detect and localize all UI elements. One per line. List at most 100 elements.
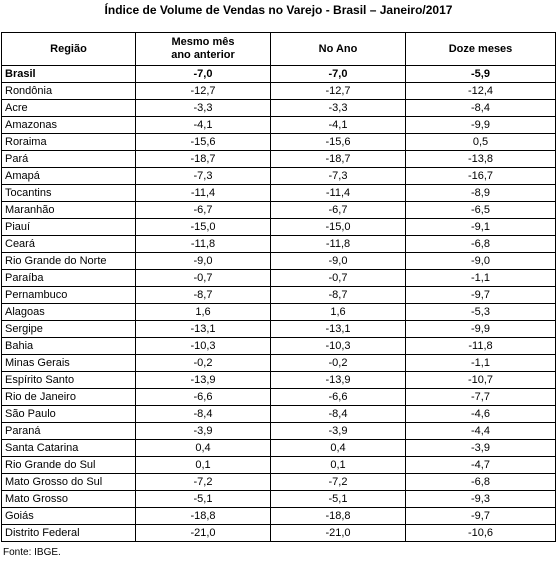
region-cell: Distrito Federal	[1, 524, 136, 542]
region-cell: Amazonas	[1, 116, 136, 134]
table-row: Maranhão -6,7 -6,7 -6,5	[1, 201, 556, 219]
region-cell: Brasil	[1, 65, 136, 83]
header-cell: Doze meses	[405, 32, 556, 66]
table-row: Sergipe -13,1 -13,1 -9,9	[1, 320, 556, 338]
value-cell: -1,1	[405, 354, 556, 372]
value-cell: -12,4	[405, 82, 556, 100]
value-cell: -9,9	[405, 116, 556, 134]
table-row: Ceará -11,8 -11,8 -6,8	[1, 235, 556, 253]
region-cell: Piauí	[1, 218, 136, 236]
value-cell: -9,7	[405, 286, 556, 304]
region-cell: Roraima	[1, 133, 136, 151]
value-cell: -8,4	[270, 405, 406, 423]
value-cell: -18,7	[135, 150, 271, 168]
region-cell: São Paulo	[1, 405, 136, 423]
value-cell: -8,4	[405, 99, 556, 117]
region-cell: Maranhão	[1, 201, 136, 219]
value-cell: 1,6	[270, 303, 406, 321]
value-cell: -10,3	[270, 337, 406, 355]
value-cell: 0,1	[135, 456, 271, 474]
value-cell: -9,1	[405, 218, 556, 236]
value-cell: -6,7	[135, 201, 271, 219]
value-cell: -9,9	[405, 320, 556, 338]
value-cell: -0,7	[270, 269, 406, 287]
value-cell: -11,4	[270, 184, 406, 202]
value-cell: -4,1	[270, 116, 406, 134]
table-row: Distrito Federal -21,0 -21,0 -10,6	[1, 524, 556, 542]
value-cell: -10,7	[405, 371, 556, 389]
value-cell: -6,7	[270, 201, 406, 219]
table-row: Santa Catarina 0,4 0,4 -3,9	[1, 439, 556, 457]
value-cell: -21,0	[135, 524, 271, 542]
value-cell: -7,2	[270, 473, 406, 491]
value-cell: -5,9	[405, 65, 556, 83]
value-cell: 0,5	[405, 133, 556, 151]
header-row: Região Mesmo mês ano anterior No Ano Doze m…	[1, 32, 556, 66]
region-cell: Mato Grosso	[1, 490, 136, 508]
value-cell: -1,1	[405, 269, 556, 287]
value-cell: -3,9	[270, 422, 406, 440]
region-cell: Acre	[1, 99, 136, 117]
region-cell: Santa Catarina	[1, 439, 136, 457]
table-body: Brasil -7,0 -7,0 -5,9 Rondônia -12,7 -12,7 -12,…	[1, 65, 556, 542]
region-cell: Mato Grosso do Sul	[1, 473, 136, 491]
region-cell: Rondônia	[1, 82, 136, 100]
table-row: Mato Grosso -5,1 -5,1 -9,3	[1, 490, 556, 508]
value-cell: -11,8	[270, 235, 406, 253]
region-cell: Goiás	[1, 507, 136, 525]
table-row: Roraima -15,6 -15,6 0,5	[1, 133, 556, 151]
header-cell: Mesmo mês ano anterior	[135, 32, 271, 66]
value-cell: -16,7	[405, 167, 556, 185]
region-cell: Sergipe	[1, 320, 136, 338]
value-cell: -4,7	[405, 456, 556, 474]
header-cell: Região	[1, 32, 136, 66]
value-cell: -13,1	[270, 320, 406, 338]
table-row: Tocantins -11,4 -11,4 -8,9	[1, 184, 556, 202]
table-row: São Paulo -8,4 -8,4 -4,6	[1, 405, 556, 423]
table-row: Goiás -18,8 -18,8 -9,7	[1, 507, 556, 525]
value-cell: -9,0	[405, 252, 556, 270]
value-cell: -13,1	[135, 320, 271, 338]
region-cell: Espírito Santo	[1, 371, 136, 389]
value-cell: -8,7	[135, 286, 271, 304]
table-row: Bahia -10,3 -10,3 -11,8	[1, 337, 556, 355]
title: Índice de Volume de Vendas no Varejo - B…	[104, 3, 453, 17]
value-cell: -8,7	[270, 286, 406, 304]
table-row: Amazonas -4,1 -4,1 -9,9	[1, 116, 556, 134]
value-cell: -7,0	[135, 65, 271, 83]
value-cell: 0,4	[135, 439, 271, 457]
table: Região Mesmo mês ano anterior No Ano Doze m…	[1, 32, 556, 542]
table-row: Mato Grosso do Sul -7,2 -7,2 -6,8	[1, 473, 556, 491]
value-cell: 1,6	[135, 303, 271, 321]
table-row: Pará -18,7 -18,7 -13,8	[1, 150, 556, 168]
table-row: Rio Grande do Norte -9,0 -9,0 -9,0	[1, 252, 556, 270]
value-cell: -11,8	[405, 337, 556, 355]
value-cell: -11,8	[135, 235, 271, 253]
value-cell: -9,7	[405, 507, 556, 525]
value-cell: -9,0	[135, 252, 271, 270]
value-cell: -9,3	[405, 490, 556, 508]
region-cell: Rio de Janeiro	[1, 388, 136, 406]
value-cell: -6,5	[405, 201, 556, 219]
value-cell: -4,6	[405, 405, 556, 423]
value-cell: -13,8	[405, 150, 556, 168]
value-cell: -3,9	[405, 439, 556, 457]
table-row: Brasil -7,0 -7,0 -5,9	[1, 65, 556, 83]
table-row: Rondônia -12,7 -12,7 -12,4	[1, 82, 556, 100]
table-row: Alagoas 1,6 1,6 -5,3	[1, 303, 556, 321]
region-cell: Paraná	[1, 422, 136, 440]
value-cell: -15,0	[270, 218, 406, 236]
value-cell: -6,8	[405, 235, 556, 253]
table-row: Rio Grande do Sul 0,1 0,1 -4,7	[1, 456, 556, 474]
value-cell: 0,1	[270, 456, 406, 474]
region-cell: Pernambuco	[1, 286, 136, 304]
region-cell: Minas Gerais	[1, 354, 136, 372]
region-cell: Rio Grande do Norte	[1, 252, 136, 270]
value-cell: -3,3	[135, 99, 271, 117]
value-cell: -21,0	[270, 524, 406, 542]
value-cell: -7,2	[135, 473, 271, 491]
table-row: Pernambuco -8,7 -8,7 -9,7	[1, 286, 556, 304]
value-cell: -13,9	[270, 371, 406, 389]
source: Fonte: IBGE.	[3, 547, 61, 558]
